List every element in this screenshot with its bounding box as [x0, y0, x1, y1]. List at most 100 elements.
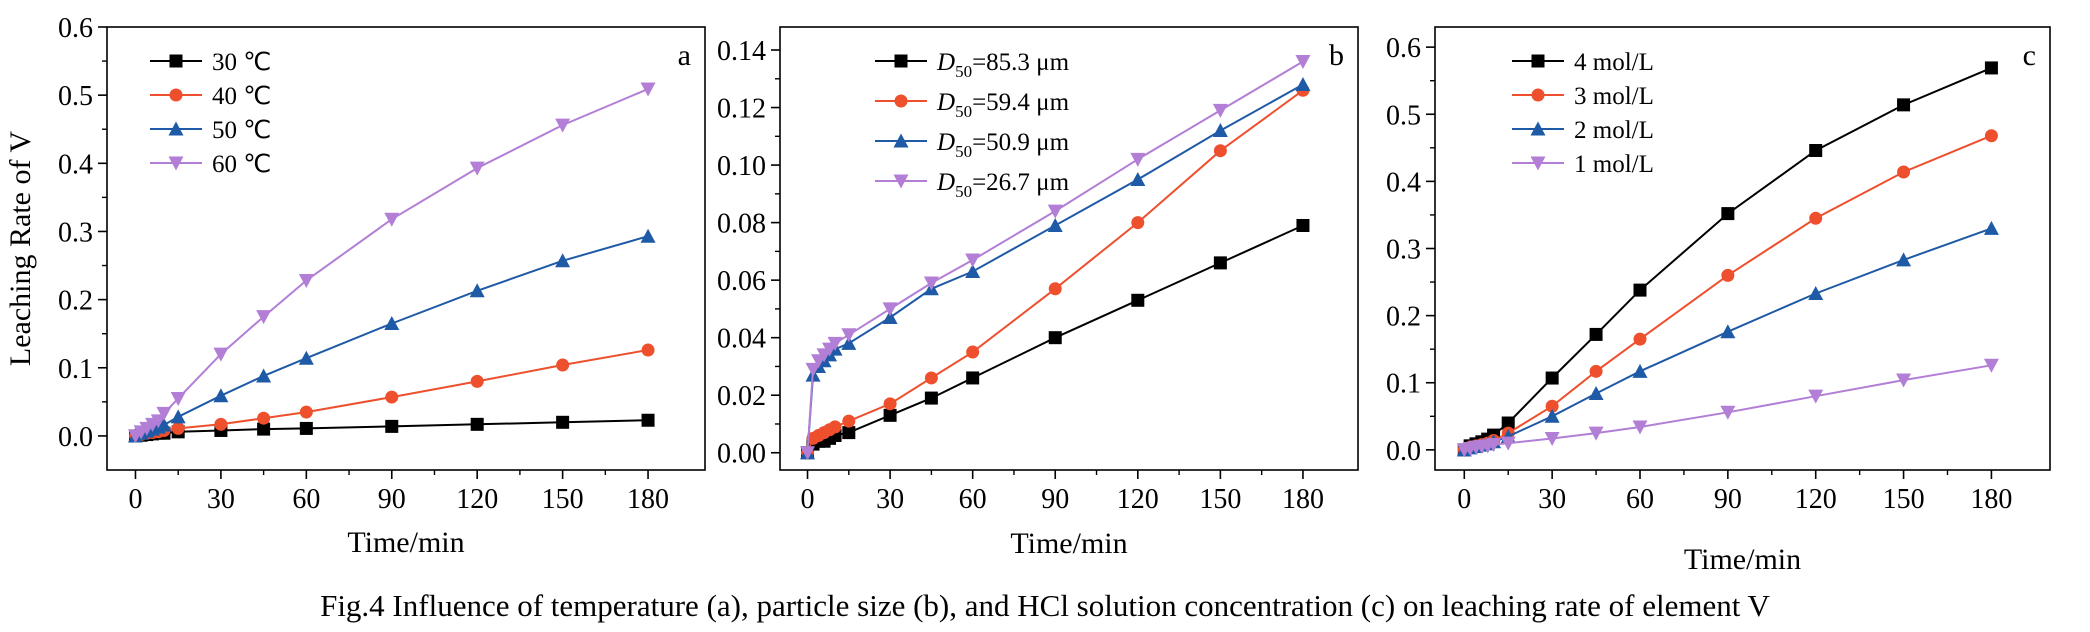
x-tick-label: 90 [378, 484, 406, 515]
data-point [827, 336, 843, 351]
series-line [806, 60, 1304, 453]
legend-label: 60 ℃ [212, 151, 271, 178]
data-point [883, 397, 897, 411]
data-series [127, 82, 656, 444]
data-point [298, 274, 314, 289]
data-point [1984, 61, 1998, 75]
y-tick-label: 0.5 [1386, 100, 1421, 131]
data-point [1721, 207, 1735, 221]
legend-label: 4 mol/L [1574, 49, 1654, 76]
x-tick-label: 30 [1538, 484, 1566, 515]
chart-panel-a: 0 30 60 90 120 150 180 0.0 0.1 0.2 0.3 0.4 0.5 0.6 Tim… [4, 13, 706, 559]
figure-caption: Fig.4 Influence of temperature (a), part… [320, 588, 1770, 623]
data-point [882, 310, 898, 325]
x-tick-label: 120 [1795, 484, 1837, 515]
data-point [640, 228, 656, 243]
data-series [128, 413, 655, 443]
legend-marker [168, 156, 184, 171]
data-point [555, 118, 571, 133]
y-tick-label: 0.0 [1386, 436, 1421, 467]
data-point [1897, 165, 1911, 179]
y-tick-label: 0.2 [1386, 302, 1421, 333]
data-series [801, 218, 1310, 460]
data-point [257, 422, 271, 436]
data-series [1457, 61, 1998, 457]
data-point [883, 408, 897, 422]
data-series [800, 55, 1311, 461]
legend-marker [1531, 54, 1545, 68]
y-tick-label: 0.08 [717, 209, 766, 240]
data-point [828, 420, 842, 434]
y-axis-label: Leaching Rate of V [4, 131, 37, 367]
legend-label: 2 mol/L [1574, 117, 1654, 144]
data-point [1809, 144, 1823, 158]
data-point [1545, 371, 1559, 385]
data-point [170, 391, 186, 406]
x-tick-label: 180 [627, 484, 669, 515]
data-point [842, 426, 856, 440]
data-point [556, 415, 570, 429]
legend-entry: 2 mol/L [1512, 117, 1654, 144]
data-point [841, 335, 857, 350]
data-point [923, 276, 939, 291]
data-point [640, 82, 656, 97]
data-point [385, 390, 399, 404]
data-point [1808, 285, 1824, 300]
data-point [170, 409, 186, 424]
data-point [1047, 217, 1063, 232]
data-point [641, 413, 655, 427]
y-tick-label: 0.4 [58, 149, 93, 180]
y-tick-label: 0.00 [717, 439, 766, 470]
data-point [256, 310, 272, 325]
data-point [1500, 436, 1516, 451]
legend-entry: 50 ℃ [150, 117, 271, 144]
data-point [841, 328, 857, 343]
data-point [256, 368, 272, 383]
chart-panel-c: 0 30 60 90 120 150 180 0.0 0.1 0.2 0.3 0.4 0.5 0.6 Tim… [1386, 26, 2051, 576]
x-tick-label: 120 [1117, 484, 1159, 515]
data-point [556, 358, 570, 372]
x-axis-label: Time/min [347, 526, 464, 559]
data-point [213, 347, 229, 362]
y-tick-label: 0.4 [1386, 167, 1421, 198]
data-point [805, 362, 821, 377]
data-point [1295, 55, 1311, 70]
legend-label: D50=85.3 μm [936, 49, 1070, 81]
data-point [1212, 123, 1228, 138]
data-point [298, 350, 314, 365]
x-tick-label: 60 [292, 484, 320, 515]
series-line [135, 235, 649, 437]
data-point [156, 417, 172, 432]
x-tick-label: 90 [1041, 484, 1069, 515]
panel-label: a [678, 39, 691, 72]
legend-label: 50 ℃ [212, 117, 271, 144]
data-point [1897, 98, 1911, 112]
data-point [924, 391, 938, 405]
data-point [1720, 405, 1736, 420]
data-point [965, 253, 981, 268]
y-tick-label: 0.1 [1386, 369, 1421, 400]
data-point [257, 411, 271, 425]
series-line [1463, 66, 1992, 451]
legend-marker [893, 133, 909, 148]
data-point [882, 302, 898, 317]
x-axis-label: Time/min [1010, 527, 1127, 560]
data-point [1501, 416, 1515, 430]
data-point [1048, 331, 1062, 345]
data-point [1808, 389, 1824, 404]
x-tick-label: 90 [1714, 484, 1742, 515]
legend-entry: D50=59.4 μm [875, 89, 1070, 121]
data-point [842, 414, 856, 428]
y-tick-label: 0.10 [717, 151, 766, 182]
legend-marker [169, 54, 183, 68]
data-point [1544, 431, 1560, 446]
data-point [469, 283, 485, 298]
y-tick-label: 0.0 [58, 422, 93, 453]
data-point [1486, 437, 1502, 452]
data-series [801, 83, 1310, 460]
y-tick-label: 0.6 [58, 13, 93, 44]
x-tick-label: 180 [1970, 484, 2012, 515]
x-tick-label: 0 [801, 484, 815, 515]
y-tick-label: 0.14 [717, 36, 766, 67]
legend-label: D50=26.7 μm [936, 169, 1070, 201]
